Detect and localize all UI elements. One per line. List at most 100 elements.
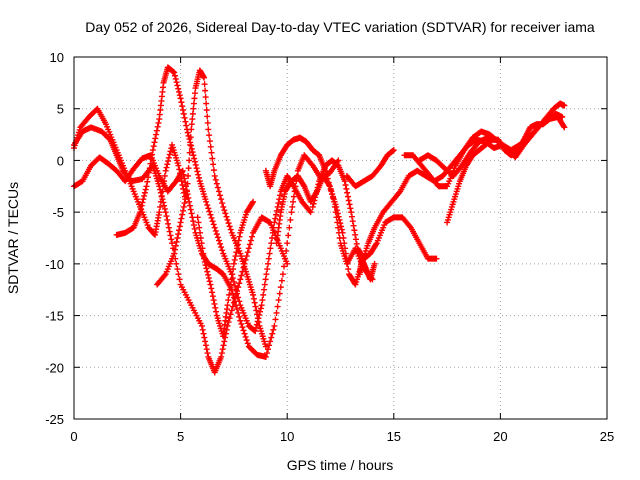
data-point [180,171,187,178]
data-point [176,223,183,230]
data-point [180,203,187,210]
data-layer [71,64,568,376]
data-point [287,216,294,223]
data-point [286,224,293,231]
data-point [219,247,226,254]
data-point [144,178,151,185]
data-point [238,272,245,279]
data-point [156,183,163,190]
data-point [335,213,342,220]
data-point [288,209,295,216]
data-point [139,199,146,206]
data-point [165,224,172,231]
data-point [141,189,148,196]
data-point [211,172,218,179]
x-tick-label: 0 [70,429,77,444]
data-point [153,127,160,134]
data-point [150,143,157,150]
data-point [237,276,244,283]
data-point [209,289,216,296]
data-point [203,265,210,272]
data-point [237,317,244,324]
data-point [230,266,237,273]
data-point [244,249,251,256]
data-point [212,176,219,183]
data-point [175,85,182,92]
data-point [242,256,249,263]
data-point [228,276,235,283]
data-point [345,266,352,273]
data-point [202,342,209,349]
data-point [209,293,216,300]
data-point [342,181,349,188]
data-point [285,232,292,239]
data-point [341,240,348,247]
data-point [310,200,317,207]
data-point [262,353,269,360]
data-point [212,304,219,311]
data-point [264,266,271,273]
data-point [172,75,179,82]
data-point [275,297,282,304]
data-point [284,260,291,267]
data-point [278,277,285,284]
data-point [210,167,217,174]
data-point [207,143,214,150]
data-point [234,306,241,313]
data-point [214,234,221,241]
data-point [229,303,236,310]
data-point [206,278,213,285]
data-point [343,255,350,262]
data-point [207,211,214,218]
data-point [161,202,168,209]
data-point [240,327,247,334]
data-point [228,307,235,314]
data-point [177,219,184,226]
data-point [186,198,193,205]
data-point [203,107,210,114]
data-point [137,209,144,216]
data-point [390,147,397,154]
data-point [205,205,212,212]
data-point [352,231,359,238]
data-point [229,271,236,278]
data-point [200,250,207,257]
grid-layer [74,57,607,419]
data-point [172,242,179,249]
data-point [151,139,158,146]
data-point [336,216,343,223]
data-point [311,197,318,204]
data-point [312,191,319,198]
data-point [247,237,254,244]
data-point [227,281,234,288]
series-track-j [343,147,397,190]
data-point [202,338,209,345]
data-point [183,192,190,199]
y-tick-label: 10 [50,50,64,65]
data-point [195,171,202,178]
data-point [220,342,227,349]
data-point [226,286,233,293]
data-point [179,207,186,214]
data-point [157,203,164,210]
data-point [273,207,280,214]
data-point [219,200,226,207]
data-point [165,158,172,165]
data-point [277,192,284,199]
data-point [209,155,216,162]
data-point [277,284,284,291]
data-point [335,224,342,231]
data-point [250,198,257,205]
data-point [202,262,209,269]
data-point [210,297,217,304]
data-point [201,258,208,265]
data-point [194,214,201,221]
data-point [183,188,190,195]
data-point [290,193,297,200]
data-point [252,303,259,310]
data-point [159,196,166,203]
data-point [218,244,225,251]
data-point [223,213,230,220]
data-point [211,300,218,307]
data-point [335,157,342,164]
